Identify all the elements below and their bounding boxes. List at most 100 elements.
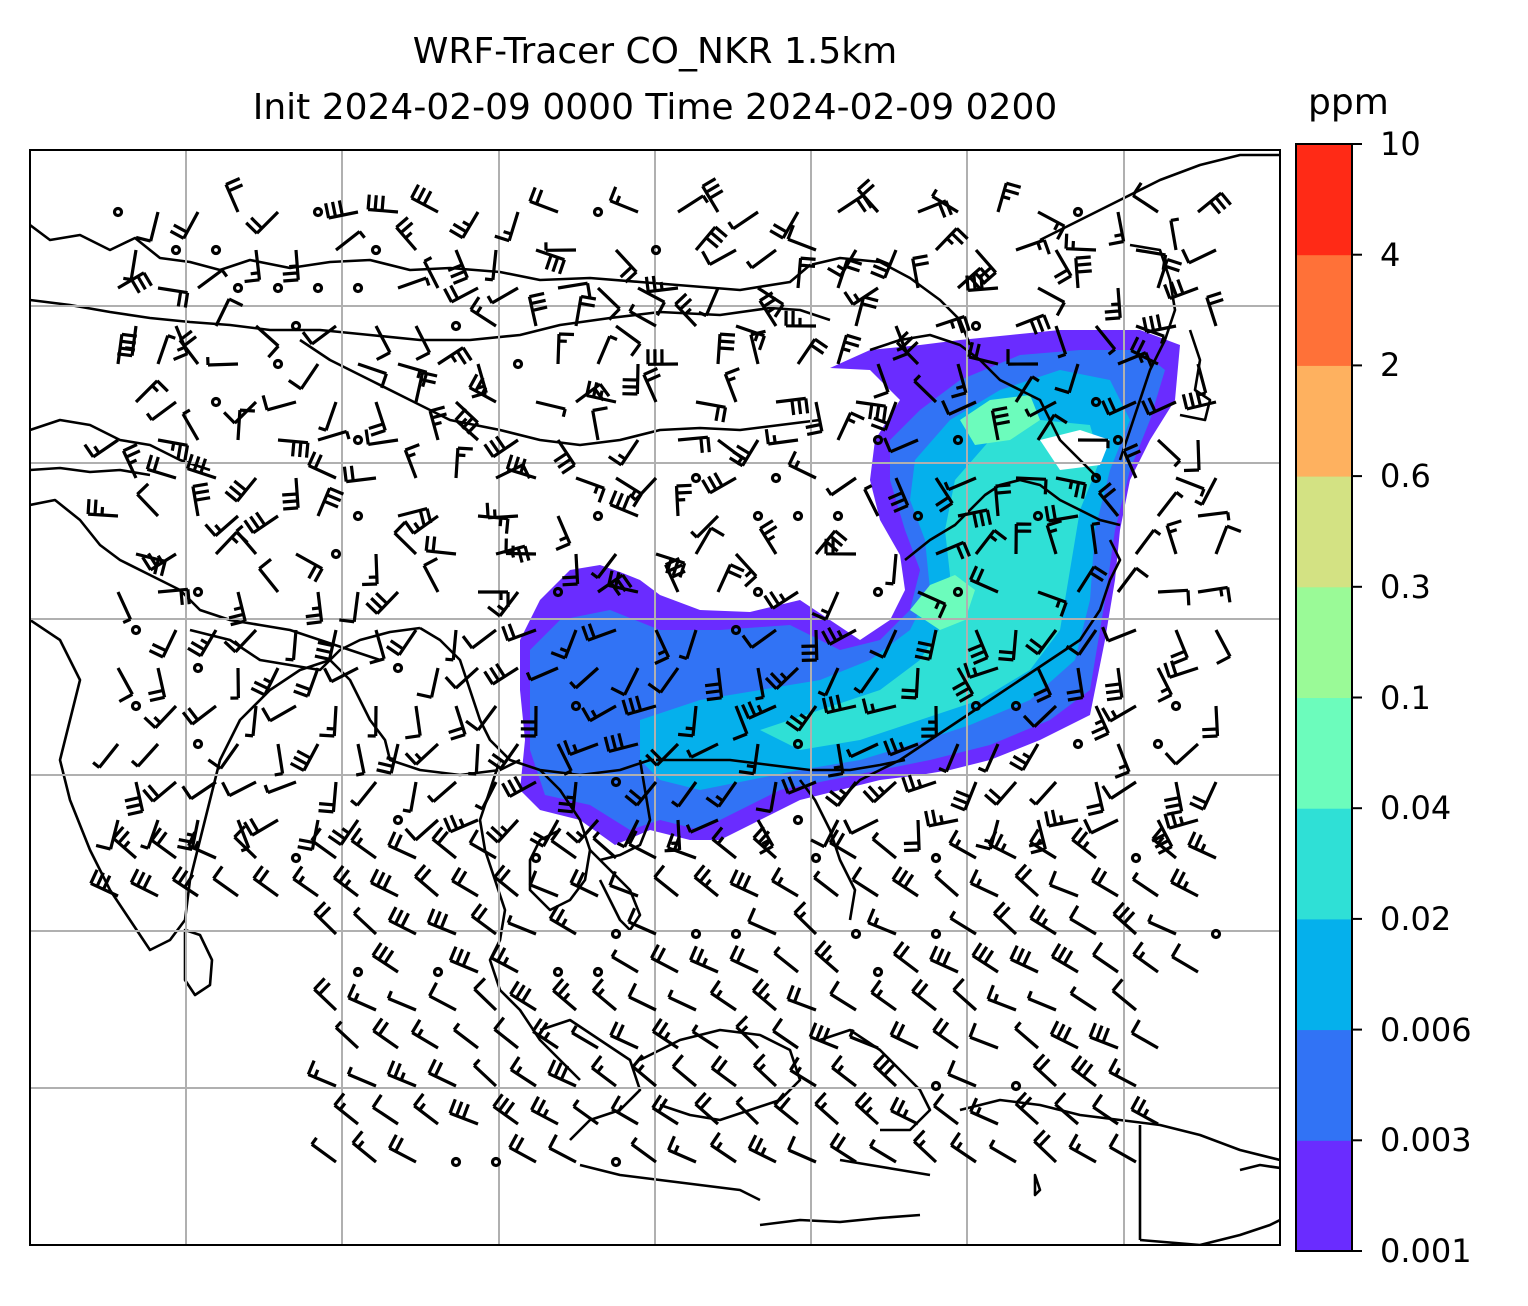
wind-barb [734,552,758,588]
wind-barb [764,666,800,690]
calm-wind-circle [1010,700,1022,712]
wind-barb [426,908,457,936]
wind-barb [1054,325,1068,359]
wind-barb [914,629,938,661]
wind-barb [191,482,211,517]
wind-barb [1091,941,1119,974]
wind-barb [550,629,578,660]
wind-barb [450,866,479,898]
wind-barb [885,553,898,586]
wind-barb [263,780,297,795]
wind-barb [741,628,777,649]
wind-barb [501,623,537,642]
wind-barb [950,781,978,812]
wind-barb [932,1092,959,1126]
wind-barb [932,1017,959,1050]
map-frame [29,149,1281,1246]
wind-barb [483,663,519,686]
wind-barb [941,400,977,416]
colorbar-tick-label: 0.003 [1380,1121,1472,1160]
wind-barb [565,818,600,844]
wind-barb [501,775,537,798]
wind-barb [627,907,657,936]
wind-barb [828,829,857,860]
wind-barb [243,511,279,535]
wind-barb [368,401,387,437]
wind-barb [468,373,497,404]
wind-barb [969,869,999,898]
wind-barb [386,990,417,1012]
calm-wind-circle [952,586,964,598]
wind-barb [1050,942,1079,974]
wind-barb [677,435,711,453]
calm-wind-circle [752,586,764,598]
wind-barb [686,742,719,759]
wind-barb [883,437,919,454]
wind-barb [551,978,578,1012]
wind-barb [704,667,724,702]
wind-barb [1181,248,1217,265]
wind-barb [913,374,938,404]
wind-barb [901,667,920,700]
wind-barb [694,1091,720,1126]
calm-wind-circle [232,282,244,294]
calm-wind-circle [130,624,142,636]
wind-barb [917,590,947,619]
wind-barb [426,780,458,803]
wind-barb [817,667,840,697]
wind-barb [1202,705,1220,739]
wind-barb [468,743,480,776]
wind-barb [1114,743,1131,779]
wind-barb [701,248,737,266]
wind-barb [204,514,240,538]
wind-barb [443,284,479,304]
wind-barb [1205,291,1224,327]
wind-barb [254,324,280,359]
wind-barb [1175,476,1206,497]
wind-barb [292,865,319,898]
wind-barb [924,809,959,828]
wind-barb [148,667,167,703]
wind-barb [689,945,719,974]
wind-barb [1014,1091,1040,1126]
calm-wind-circle [1072,738,1084,750]
wind-barb [856,178,880,214]
wind-barb [310,827,337,860]
wind-barb [187,629,218,658]
wind-barb [971,942,999,974]
wind-barb [821,694,857,715]
wind-barb [1066,667,1085,702]
wind-barb [145,400,177,422]
wind-barb [550,827,577,860]
calm-wind-circle [730,624,742,636]
wind-barb [1131,871,1159,898]
wind-barb [630,1136,657,1164]
wind-barb [1025,629,1058,656]
calm-wind-circle [930,1080,942,1092]
wind-barb [528,870,559,898]
wind-barb [967,341,999,366]
wind-barb [310,1136,337,1164]
wind-barb [461,628,497,650]
wind-barb [553,439,576,475]
calm-wind-circle [832,510,844,522]
wind-barb [830,1054,857,1088]
wind-barb [317,429,351,442]
wind-barb [244,705,258,738]
wind-barb [535,248,566,275]
wind-barb [627,982,657,1012]
calm-wind-circle [112,206,124,218]
wind-barb [224,476,258,503]
wind-barb [372,1017,399,1050]
wind-barb [738,743,760,776]
wind-barb [758,291,778,327]
wind-barb [957,508,992,528]
wind-barb [277,438,310,458]
wind-barb [544,242,577,252]
wind-barb [1014,1021,1040,1050]
wind-barb [862,780,898,804]
wind-barb [351,1130,378,1164]
wind-barb [770,866,799,898]
wind-barb [327,819,360,847]
wind-barb [448,705,467,741]
